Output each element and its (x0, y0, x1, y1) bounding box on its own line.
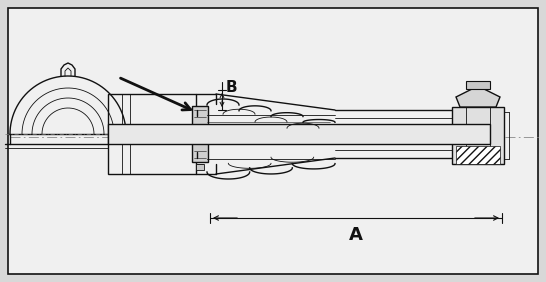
Bar (108, 94, 196, 174)
Bar (108, 124, 490, 144)
Bar (196, 164, 204, 170)
Bar (192, 106, 208, 162)
Polygon shape (456, 89, 500, 107)
Text: A: A (349, 226, 363, 244)
Bar (466, 81, 490, 89)
Bar (452, 107, 504, 164)
Bar (456, 146, 500, 164)
Text: B: B (226, 80, 238, 96)
